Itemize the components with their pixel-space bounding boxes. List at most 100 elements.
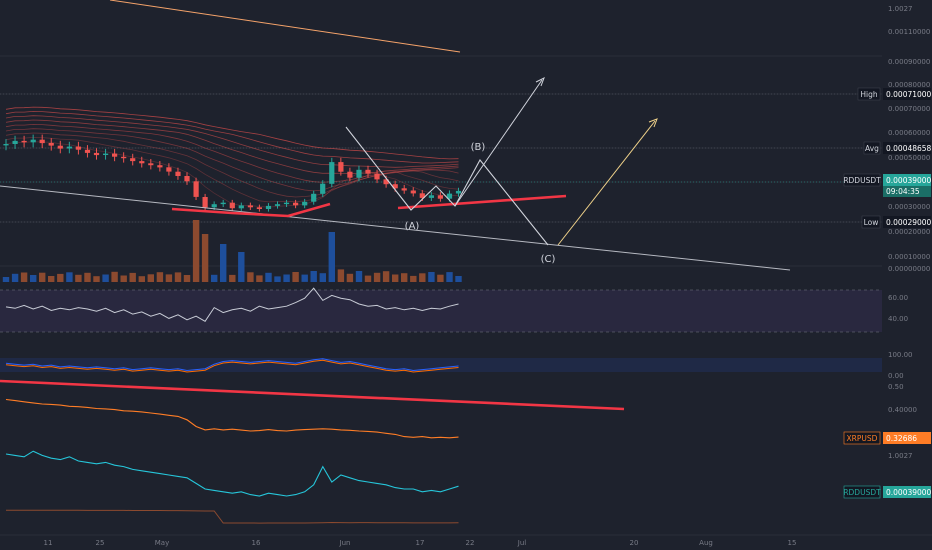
- volume-bar: [11, 273, 19, 282]
- tag-label: Avg: [865, 144, 879, 153]
- volume-bar: [201, 234, 209, 282]
- candle-body: [57, 145, 63, 149]
- ribbon-line-5: [5, 119, 459, 175]
- candlesticks: [3, 134, 462, 212]
- candle-body: [365, 169, 371, 174]
- candle-body: [356, 169, 362, 178]
- candle-body: [311, 193, 317, 202]
- time-label: 20: [630, 539, 639, 547]
- volume-bar: [220, 244, 227, 282]
- volume-bar: [419, 273, 426, 282]
- volume-bar: [301, 274, 308, 282]
- candle-body: [329, 162, 335, 184]
- volume-bar: [57, 273, 64, 282]
- volume-bar: [238, 252, 245, 282]
- candle-body: [383, 179, 389, 185]
- volume-bar: [428, 272, 435, 282]
- volume-bar: [346, 273, 354, 283]
- candle-body: [130, 158, 136, 162]
- price-tags: High 0.00071000 Avg 0.00048658 RDDUSDT 0.0003…: [843, 87, 932, 499]
- rddusdt-tag-value-box: [883, 486, 931, 498]
- countdown-box: [883, 186, 931, 197]
- candle-body: [112, 153, 118, 157]
- price-label: 1.0027: [888, 5, 913, 13]
- rsi-label: 60.00: [888, 294, 908, 302]
- volume-bar: [256, 275, 263, 282]
- tag-value-box: [883, 216, 931, 228]
- candle-body: [39, 139, 45, 144]
- arrowhead-1: [535, 76, 545, 87]
- price-label: 0.00060000: [888, 129, 930, 137]
- xrpusd-tag-label: XRPUSD: [847, 434, 878, 443]
- volume-bar: [156, 272, 164, 282]
- price-label: 0.00110000: [888, 28, 930, 36]
- tag-label: High: [860, 90, 877, 99]
- tag-value: 0.00048658: [886, 144, 932, 153]
- price-label: 0.00050000: [888, 154, 930, 162]
- countdown: 09:04:35: [886, 187, 920, 196]
- candle-body: [410, 190, 416, 194]
- tag-label-box: [857, 87, 881, 101]
- volume-bar: [247, 272, 254, 282]
- rsi-line: [5, 287, 459, 322]
- candle-body: [121, 156, 127, 159]
- signal-line: [5, 359, 459, 373]
- volume-bar: [165, 274, 173, 282]
- wave-label: (A): [405, 221, 420, 232]
- xrp-downtrend: [0, 379, 625, 411]
- price-label: 0.00000000: [888, 265, 930, 273]
- xrpusd-tag-value-box: [883, 432, 931, 444]
- volume-bar: [229, 274, 236, 282]
- volume-bar: [265, 272, 272, 282]
- price-label: 0.00070000: [888, 105, 930, 113]
- time-label: 16: [252, 539, 261, 547]
- volume-bar: [102, 274, 109, 282]
- candle-body: [84, 149, 91, 153]
- volume-bar: [66, 272, 73, 282]
- price-axis: 1.00270.001100000.000900000.000800000.00…: [882, 0, 932, 535]
- candle-body: [401, 188, 407, 191]
- grid-lines: [0, 55, 882, 267]
- ribbon-line-7: [5, 110, 459, 164]
- volume-bar: [401, 273, 408, 282]
- candle-body: [93, 152, 100, 156]
- candle-body: [274, 204, 281, 206]
- candle-body: [446, 193, 453, 199]
- volume-bar: [337, 269, 345, 282]
- volume-bar: [174, 272, 182, 282]
- candle-body: [283, 202, 290, 205]
- candle-body: [419, 193, 425, 198]
- arrowhead-2: [648, 118, 658, 128]
- ma-ribbon: [5, 106, 459, 208]
- candle-body: [220, 202, 226, 205]
- candle-body: [3, 144, 9, 146]
- rddusdt-tag-label: RDDUSDT: [843, 488, 881, 497]
- time-label: 15: [788, 539, 797, 547]
- volume-bar: [446, 272, 453, 282]
- volume-bar: [310, 271, 317, 282]
- candle-body: [428, 195, 434, 198]
- neckline-right: [397, 194, 567, 210]
- price-label: 0.00080000: [888, 81, 930, 89]
- macd-label: 0.00: [888, 372, 904, 380]
- volume-bar: [129, 272, 136, 282]
- bullish-projection-2: [557, 120, 656, 246]
- candle-body: [320, 183, 326, 194]
- xaxis-bg: [0, 535, 932, 550]
- ribbon-line-0: [5, 141, 459, 208]
- volume-bar: [20, 272, 28, 282]
- volume-bar: [93, 276, 100, 282]
- volume-bar: [111, 271, 118, 282]
- xrpusd-tag-label-box: [843, 431, 881, 445]
- candle-body: [66, 146, 72, 149]
- wave-label: (B): [471, 142, 486, 153]
- trend-drawings[interactable]: (A) (B) (C): [0, 0, 791, 271]
- volume-bar: [147, 274, 154, 282]
- ribbon-line-6: [5, 115, 459, 168]
- volume-bar: [410, 275, 417, 282]
- candle-body: [30, 139, 36, 143]
- volume-bar: [211, 274, 218, 282]
- tag-label-box: [863, 141, 881, 155]
- volume-bar: [373, 272, 381, 282]
